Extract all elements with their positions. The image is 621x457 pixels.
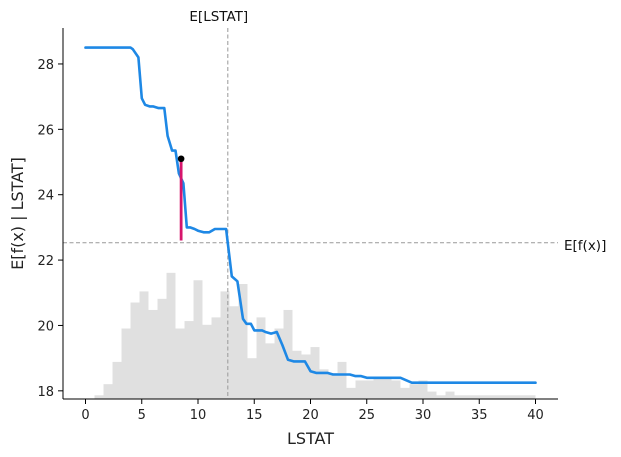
x-tick-label: 35 (471, 408, 488, 423)
histogram-bar (337, 361, 347, 399)
highlight-point (177, 155, 185, 163)
x-tick-label: 5 (138, 408, 146, 423)
histogram-bar (265, 343, 275, 399)
histogram-bar (490, 395, 500, 399)
histogram-bar (238, 283, 248, 399)
histogram-bar (526, 395, 536, 399)
histogram-bar (202, 324, 212, 399)
histogram-bar (418, 380, 428, 399)
histogram-bar (292, 350, 302, 399)
histogram-bar (445, 391, 455, 399)
x-tick-label: 15 (246, 408, 263, 423)
highlight-layer (177, 155, 185, 241)
histogram-bar (220, 291, 230, 399)
histogram-bar (373, 376, 383, 399)
histogram-bar (211, 317, 221, 399)
y-tick-label: 26 (37, 123, 54, 138)
histogram-bar (247, 358, 257, 399)
histogram-bar (139, 291, 149, 399)
reference-lines (63, 28, 558, 399)
dependence-curve-layer (84, 46, 537, 384)
histogram-bar (454, 395, 464, 399)
histogram-bar (274, 328, 284, 399)
feature-histogram (94, 272, 536, 399)
histogram-bar (472, 395, 482, 399)
axes: 0 5 10 15 20 25 30 35 40 18 20 22 24 26 28 (37, 28, 558, 423)
histogram-bar (319, 369, 329, 399)
histogram-bar (157, 298, 167, 399)
x-tick-label: 30 (415, 408, 432, 423)
histogram-bar (94, 395, 104, 399)
y-tick-label: 24 (37, 189, 54, 204)
histogram-bar (121, 328, 131, 399)
mean-x-label: E[LSTAT] (189, 9, 248, 25)
histogram-bar (400, 387, 410, 399)
histogram-bar (301, 354, 311, 399)
histogram-bar (103, 384, 113, 399)
histogram-bar (382, 376, 392, 399)
histogram-bar (463, 395, 473, 399)
y-tick-label: 22 (37, 254, 54, 269)
histogram-bar (364, 380, 374, 399)
histogram-bar (409, 384, 419, 399)
x-axis-title: LSTAT (287, 429, 334, 448)
histogram-bar (283, 309, 293, 399)
histogram-bar (175, 328, 185, 399)
histogram-bar (256, 317, 266, 399)
dependence-curve (84, 46, 537, 384)
histogram-bar (499, 395, 509, 399)
histogram-bar (328, 373, 338, 399)
histogram-bar (130, 302, 140, 399)
histogram-bar (355, 380, 365, 399)
histogram-bar (481, 395, 491, 399)
histogram-bar (184, 321, 194, 399)
histogram-bar (508, 395, 518, 399)
histogram-bar (346, 387, 356, 399)
histogram-bar (391, 380, 401, 399)
histogram-bar (427, 391, 437, 399)
histogram-bar (112, 361, 122, 399)
histogram-bar (517, 395, 527, 399)
x-tick-label: 40 (527, 408, 544, 423)
histogram-bar (166, 272, 176, 399)
mean-fx-label: E[f(x)] (564, 238, 606, 254)
y-tick-label: 18 (37, 385, 54, 400)
y-axis-title: E[f(x) | LSTAT] (8, 157, 27, 270)
histogram-bar (229, 306, 239, 399)
x-tick-label: 10 (190, 408, 207, 423)
x-tick-label: 25 (358, 408, 375, 423)
x-tick-label: 0 (81, 408, 89, 423)
y-tick-label: 20 (37, 319, 54, 334)
histogram-bar (436, 395, 446, 399)
histogram-bar (148, 309, 158, 399)
x-tick-label: 20 (302, 408, 319, 423)
histogram-bar (193, 280, 203, 399)
y-tick-label: 28 (37, 58, 54, 73)
